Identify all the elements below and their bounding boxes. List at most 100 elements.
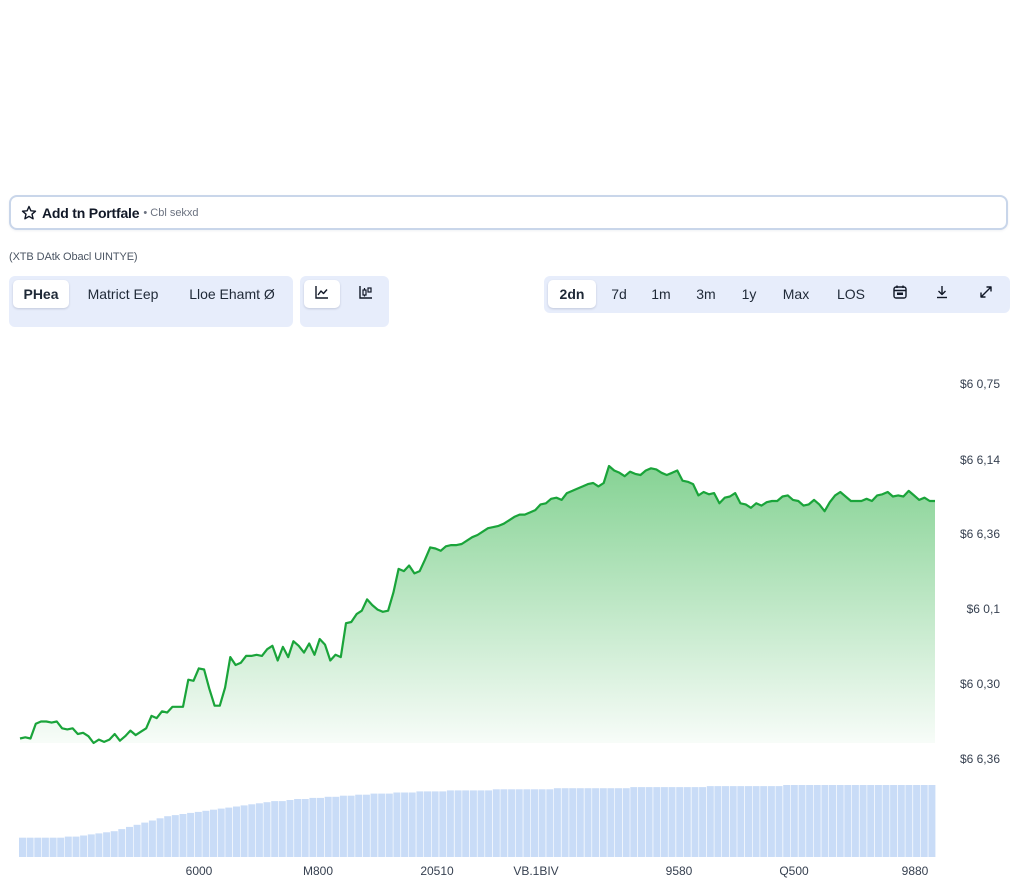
volume-bar bbox=[431, 791, 439, 857]
volume-bar bbox=[72, 836, 80, 857]
volume-bar bbox=[676, 787, 684, 857]
volume-bar bbox=[103, 832, 111, 857]
volume-bar bbox=[913, 785, 921, 857]
volume-bar bbox=[187, 812, 195, 857]
volume-bar bbox=[355, 794, 363, 857]
volume-bar bbox=[225, 807, 233, 857]
volume-bar bbox=[202, 810, 210, 857]
range-tab-los[interactable]: LOS bbox=[836, 286, 865, 302]
volume-bar bbox=[217, 808, 225, 857]
volume-bar bbox=[393, 792, 401, 857]
tab-price[interactable]: PHea bbox=[13, 280, 69, 308]
volume-bar bbox=[347, 795, 355, 857]
volume-bar bbox=[737, 786, 745, 857]
y-tick-label: $6 6,36 bbox=[960, 527, 1000, 541]
range-tab-7d[interactable]: 7d bbox=[611, 286, 627, 302]
volume-bar bbox=[462, 790, 470, 857]
volume-bar bbox=[615, 788, 622, 857]
volume-bar bbox=[836, 785, 844, 857]
tab-live-chart[interactable]: Lloe Ehamt Ø bbox=[189, 286, 275, 302]
volume-bar bbox=[26, 837, 34, 857]
expand-icon bbox=[978, 284, 994, 305]
volume-bar bbox=[790, 785, 798, 857]
volume-bar bbox=[408, 792, 416, 857]
volume-bar bbox=[722, 786, 729, 857]
volume-bar bbox=[622, 788, 630, 857]
volume-bar bbox=[233, 806, 240, 857]
volume-bar bbox=[301, 799, 309, 857]
price-line bbox=[19, 464, 935, 745]
chart-type-group bbox=[300, 276, 389, 327]
add-to-portfolio-button[interactable]: Add tn Portfale • Cbl sekxd bbox=[9, 195, 1008, 230]
y-axis-labels: $6 0,75 $6 6,14 $6 6,36 $6 0,1 $6 0,30 $6 6,3… bbox=[960, 377, 1000, 766]
volume-bar bbox=[171, 815, 179, 857]
volume-bar bbox=[783, 785, 791, 857]
volume-bar bbox=[553, 788, 561, 857]
range-tab-3m[interactable]: 3m bbox=[696, 286, 716, 302]
volume-bar bbox=[370, 793, 378, 857]
range-tab-1m[interactable]: 1m bbox=[651, 286, 671, 302]
volume-bar bbox=[87, 834, 95, 857]
volume-bar bbox=[775, 786, 783, 857]
volume-bar bbox=[660, 787, 668, 857]
volume-bar bbox=[584, 788, 592, 857]
line-chart-icon bbox=[314, 284, 330, 305]
candlestick-chart-button[interactable] bbox=[348, 280, 384, 308]
price-area bbox=[20, 466, 935, 743]
volume-bar bbox=[798, 785, 806, 857]
volume-bar bbox=[653, 787, 661, 857]
volume-bar bbox=[752, 786, 760, 857]
volume-bar bbox=[95, 833, 103, 857]
expand-button[interactable] bbox=[968, 280, 1004, 308]
volume-bar bbox=[569, 788, 577, 857]
volume-bar bbox=[638, 787, 645, 857]
volume-bar bbox=[317, 797, 324, 857]
volume-bar bbox=[156, 818, 164, 857]
volume-bar bbox=[439, 791, 447, 857]
volume-bar bbox=[133, 824, 141, 857]
range-tab-2dn[interactable]: 2dn bbox=[548, 280, 596, 308]
volume-bar bbox=[576, 788, 584, 857]
volume-bar bbox=[118, 829, 126, 857]
volume-bar bbox=[57, 837, 65, 857]
volume-bar bbox=[210, 809, 217, 857]
view-tab-group: PHea Matrict Eep Lloe Ehamt Ø bbox=[9, 276, 293, 327]
add-to-portfolio-label: Add tn Portfale bbox=[42, 204, 140, 221]
volume-bar bbox=[515, 789, 523, 857]
calendar-icon bbox=[892, 284, 908, 305]
volume-bar bbox=[599, 788, 607, 857]
volume-bar bbox=[851, 785, 859, 857]
line-chart-button[interactable] bbox=[304, 280, 340, 308]
x-tick-label: 6000 bbox=[186, 864, 213, 878]
volume-bar bbox=[194, 811, 202, 857]
volume-bar bbox=[500, 789, 508, 857]
range-tab-1y[interactable]: 1y bbox=[741, 286, 757, 302]
volume-bar bbox=[699, 787, 707, 857]
volume-bar bbox=[859, 785, 867, 857]
volume-bar bbox=[668, 787, 676, 857]
volume-bar bbox=[110, 831, 118, 857]
calendar-button[interactable] bbox=[882, 280, 918, 308]
volume-bar bbox=[607, 788, 615, 857]
volume-bar bbox=[19, 837, 26, 857]
volume-bar bbox=[141, 822, 149, 857]
volume-bar bbox=[126, 826, 133, 857]
volume-bar bbox=[454, 790, 462, 857]
volume-bar bbox=[446, 790, 454, 857]
volume-bar bbox=[263, 802, 271, 857]
range-tab-max[interactable]: Max bbox=[782, 286, 810, 302]
volume-bar bbox=[844, 785, 852, 857]
volume-bar bbox=[64, 836, 72, 857]
volume-bar bbox=[806, 785, 814, 857]
volume-bar bbox=[821, 785, 829, 857]
y-tick-label: $6 0,30 bbox=[960, 677, 1000, 691]
tab-market-cap[interactable]: Matrict Eep bbox=[87, 286, 159, 302]
volume-bar bbox=[80, 835, 88, 857]
volume-bars bbox=[19, 785, 936, 857]
volume-bar bbox=[416, 791, 424, 857]
x-tick-label: 9580 bbox=[666, 864, 693, 878]
download-button[interactable] bbox=[924, 280, 960, 308]
volume-bar bbox=[691, 787, 699, 857]
volume-bar bbox=[882, 785, 890, 857]
